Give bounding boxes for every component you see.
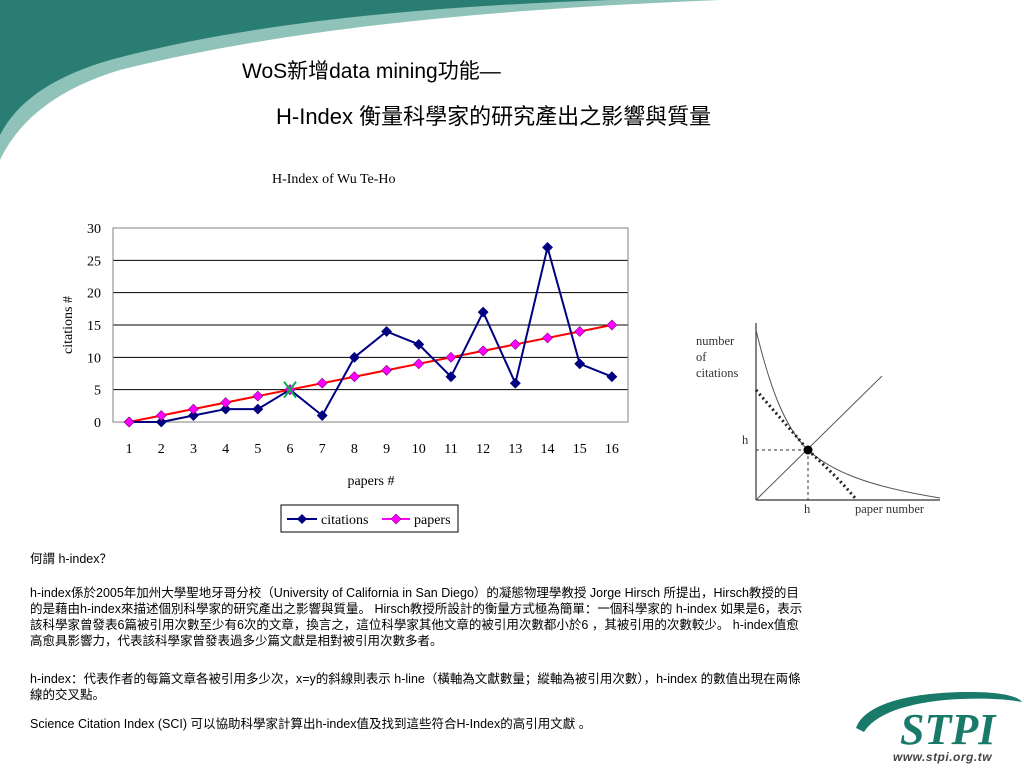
data-point-papers (188, 403, 199, 415)
stpi-url[interactable]: www.stpi.org.tw (893, 750, 993, 764)
y-tick-label: 25 (87, 254, 101, 269)
plot-area-border (112, 227, 629, 423)
data-point-papers (509, 338, 521, 350)
x-tick-label: 15 (573, 442, 587, 457)
x-tick-label: 1 (126, 442, 133, 457)
x-tick-label: 10 (412, 442, 426, 457)
h-line-trend (128, 324, 613, 423)
data-point-citations (348, 351, 360, 363)
data-point-citations (509, 377, 521, 389)
x-tick-label: 14 (541, 442, 555, 457)
x-tick-label: 13 (508, 442, 522, 457)
x-tick-label: 7 (319, 442, 326, 457)
banner-dark-swoosh (0, 0, 610, 135)
question-heading: 何謂 h-index？ (30, 552, 112, 566)
data-point-papers (445, 351, 457, 363)
diagram-x-h-label: h (804, 502, 811, 516)
y-tick-label: 5 (94, 384, 101, 399)
data-point-papers (155, 410, 167, 421)
chart-gridlines (113, 227, 628, 391)
paragraph-h-line: h-index：代表作者的每篇文章各被引用多少次，x=y的斜線則表示 h-lin… (30, 672, 801, 702)
y-tick-label: 30 (87, 222, 101, 237)
legend-papers-label: papers (414, 513, 451, 528)
data-point-papers (477, 345, 489, 357)
x-tick-label: 8 (351, 442, 358, 457)
series-line-citations (129, 247, 613, 423)
diagram-h-line (755, 375, 883, 501)
x-axis-label: papers # (347, 474, 394, 489)
x-tick-label: 9 (383, 442, 390, 457)
chart-legend: citations papers (280, 504, 459, 533)
data-point-citations (477, 306, 489, 318)
data-point-papers (413, 358, 425, 370)
data-point-papers (381, 364, 393, 376)
data-point-citations (252, 403, 264, 415)
chart-title: H-Index of Wu Te-Ho (272, 172, 396, 187)
data-point-papers (316, 377, 328, 389)
diagram-y-label-3: citations (696, 366, 738, 380)
data-point-citations (188, 410, 199, 421)
diagram-x-axis-label: paper number (855, 502, 925, 516)
stpi-logo: STPI (856, 692, 1022, 750)
slide-title-line1: WoS新增data mining功能— (242, 60, 501, 83)
y-tick-labels: 0 5 10 15 20 25 30 (87, 222, 101, 431)
slide-title-line2: H-Index 衡量科學家的研究產出之影響與質量 (276, 104, 712, 129)
x-tick-label: 6 (287, 442, 294, 457)
chart-series (123, 241, 618, 428)
diagram-y-label-1: number (696, 334, 735, 348)
corner-banner (0, 0, 720, 160)
x-tick-label: 3 (190, 442, 197, 457)
logo-swoosh (856, 692, 1022, 732)
data-point-citations (381, 326, 393, 337)
x-tick-label: 5 (254, 442, 261, 457)
data-point-citations (413, 338, 425, 350)
y-tick-label: 0 (94, 416, 101, 431)
data-point-citations (445, 371, 457, 383)
logo-wordmark: STPI (900, 705, 997, 750)
y-tick-label: 10 (87, 351, 101, 366)
h-index-cross-marker (283, 381, 297, 399)
data-point-papers (123, 416, 135, 428)
data-point-citations (606, 371, 618, 383)
data-point-papers (606, 319, 618, 331)
data-point-papers (252, 390, 264, 402)
data-point-papers (348, 371, 360, 383)
x-tick-label: 2 (158, 442, 165, 457)
diagram-h-label: h (742, 433, 749, 447)
y-axis-label: citations # (61, 296, 76, 354)
diagram-intersection-point (803, 445, 813, 455)
data-point-papers (542, 332, 553, 344)
paragraph-definition: h-index係於2005年加州大學聖地牙哥分校（University of C… (30, 586, 803, 648)
data-point-papers (574, 326, 586, 337)
x-tick-label: 12 (476, 442, 490, 457)
y-tick-label: 20 (87, 287, 101, 302)
data-point-citations (574, 358, 586, 370)
h-marker-stroke (283, 381, 297, 399)
data-point-citations (155, 416, 167, 428)
legend-citations-label: citations (321, 513, 368, 528)
diagram-y-label-2: of (696, 350, 707, 364)
paragraph-sci: Science Citation Index (SCI) 可以協助科學家計算出h… (30, 717, 592, 731)
data-point-citations (220, 403, 232, 415)
legend-papers-marker (390, 513, 402, 525)
x-tick-labels: 1 2 3 4 5 6 7 8 9 10 11 12 13 14 15 16 (126, 442, 619, 457)
data-point-citations (542, 241, 553, 253)
x-tick-label: 4 (222, 442, 229, 457)
data-point-citations (316, 410, 328, 421)
h-index-concept-diagram: number of citations h h paper number (696, 323, 941, 516)
diagram-dotted-curve-lower (806, 448, 857, 499)
y-tick-label: 15 (87, 319, 101, 334)
x-tick-label: 16 (605, 442, 619, 457)
data-point-papers (220, 397, 232, 409)
legend-citations-marker (297, 514, 307, 524)
x-tick-label: 11 (444, 442, 457, 457)
